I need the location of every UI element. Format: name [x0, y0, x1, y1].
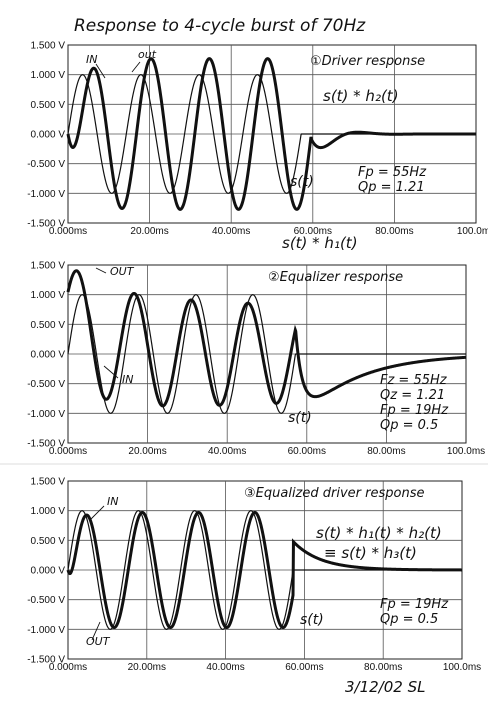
y-tick-label: 1.500 V: [31, 477, 66, 488]
x-tick-label: 80.00ms: [375, 226, 413, 237]
y-tick-label: 1.500 V: [31, 41, 66, 52]
y-tick-label: -1.000 V: [27, 409, 65, 420]
out-label-leader: [95, 267, 107, 274]
out-label-leader: [91, 621, 101, 641]
convolution-label: s(t) * h₁(t): [282, 234, 358, 252]
page-title: Response to 4-cycle burst of 70Hz: [74, 16, 366, 36]
in-label: IN: [86, 53, 97, 66]
in-label-leader: [89, 505, 105, 521]
panel-title: ①Driver response: [310, 54, 425, 69]
out-label-leader: [131, 61, 141, 73]
panel-title: ②Equalizer response: [268, 270, 403, 285]
signal-label: s(t): [288, 410, 312, 426]
y-tick-label: 0.000 V: [31, 130, 66, 141]
y-tick-label: 0.000 V: [31, 566, 66, 577]
y-tick-label: 1.500 V: [31, 261, 66, 272]
parameter-label: Fz = 55Hz: [380, 373, 448, 388]
series-line-in: [67, 294, 466, 414]
x-tick-label: 100.0ms: [443, 662, 481, 673]
parameter-label: Fp = 55Hz: [358, 165, 427, 180]
x-tick-label: 0.000ms: [49, 446, 87, 457]
y-tick-label: -0.500 V: [27, 379, 65, 390]
x-tick-label: 0.000ms: [49, 662, 87, 673]
in-label-leader: [95, 63, 106, 79]
parameter-label: Qp = 0.5: [380, 418, 438, 433]
parameter-label: Qp = 1.21: [358, 180, 425, 195]
y-tick-label: 1.000 V: [31, 506, 66, 517]
signature: 3/12/02 SL: [345, 678, 425, 696]
y-tick-label: 1.000 V: [31, 290, 66, 301]
y-tick-label: 1.000 V: [31, 70, 66, 81]
x-tick-label: 20.00ms: [128, 662, 166, 673]
x-tick-label: 20.00ms: [128, 446, 166, 457]
x-tick-label: 100.0ms: [457, 226, 488, 237]
parameter-label: Qz = 1.21: [380, 388, 445, 403]
x-tick-label: 0.000ms: [49, 226, 87, 237]
out-label: OUT: [110, 265, 135, 278]
x-tick-label: 40.00ms: [208, 446, 246, 457]
out-label: OUT: [86, 635, 111, 648]
chart-equalizer-response: 1.500 V 1.000 V 0.500 V 0.000 V -0.500 V -1.0…: [27, 234, 485, 457]
panel-title: ③Equalized driver response: [244, 486, 424, 501]
series-line-out: [66, 57, 476, 211]
series-line-out: [66, 269, 467, 408]
x-tick-label: 80.00ms: [364, 662, 402, 673]
series-line-out: [66, 510, 462, 630]
x-tick-label: 20.00ms: [130, 226, 168, 237]
signal-label: s(t): [300, 612, 324, 628]
parameter-label: Fp = 19Hz: [380, 597, 449, 612]
x-tick-label: 60.00ms: [285, 662, 323, 673]
y-tick-label: 0.500 V: [31, 536, 66, 547]
x-tick-label: 40.00ms: [212, 226, 250, 237]
signal-label: s(t): [290, 174, 314, 190]
y-tick-label: -1.000 V: [27, 625, 65, 636]
parameter-label: Qp = 0.5: [380, 612, 438, 627]
y-tick-label: 0.500 V: [31, 100, 66, 111]
y-tick-label: -0.500 V: [27, 159, 65, 170]
y-tick-label: -1.500 V: [27, 655, 65, 666]
chart-equalized-driver-response: 1.500 V 1.000 V 0.500 V 0.000 V -0.500 V -1.0…: [27, 477, 481, 674]
out-label: out: [138, 48, 157, 61]
parameter-label: Fp = 19Hz: [380, 403, 449, 418]
in-label: IN: [122, 373, 133, 386]
y-tick-label: -1.500 V: [27, 219, 65, 230]
chart-driver-response: 1.500 V 1.000 V 0.500 V 0.000 V -0.500 V -1.0…: [27, 41, 488, 238]
x-tick-label: 100.0ms: [447, 446, 485, 457]
convolution-label: s(t) * h₁(t) * h₂(t): [316, 524, 442, 542]
x-tick-label: 60.00ms: [294, 226, 332, 237]
x-tick-label: 80.00ms: [367, 446, 405, 457]
x-tick-label: 40.00ms: [206, 662, 244, 673]
convolution-label: s(t) * h₂(t): [323, 87, 399, 105]
y-tick-label: 0.000 V: [31, 350, 66, 361]
in-label: IN: [107, 495, 118, 508]
convolution-label-equivalent: ≡ s(t) * h₃(t): [324, 544, 417, 562]
x-tick-label: 60.00ms: [288, 446, 326, 457]
in-label-leader: [103, 365, 119, 379]
y-tick-label: -1.500 V: [27, 439, 65, 450]
y-tick-label: -1.000 V: [27, 189, 65, 200]
y-tick-label: -0.500 V: [27, 595, 65, 606]
y-tick-label: 0.500 V: [31, 320, 66, 331]
